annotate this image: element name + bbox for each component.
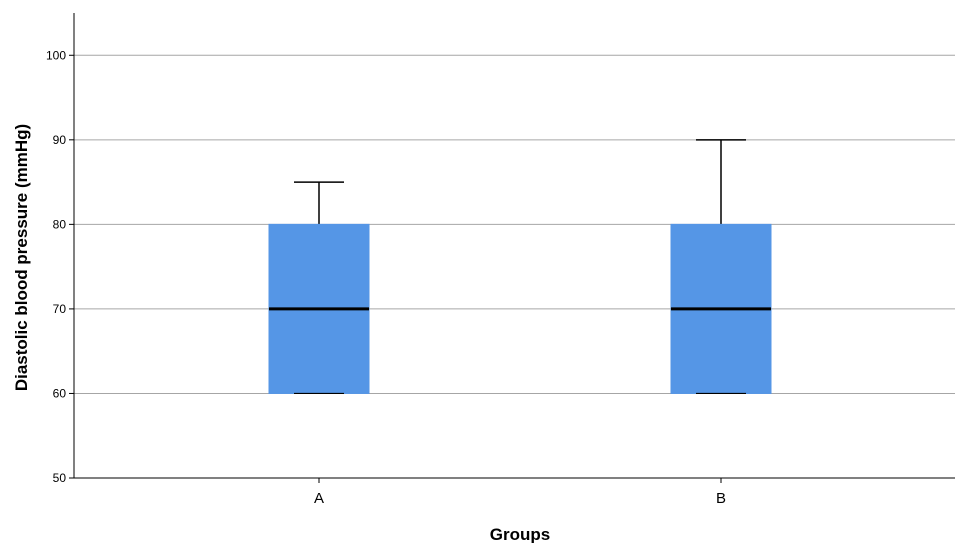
x-category-label: B [716, 490, 726, 507]
y-tick-label: 50 [53, 471, 67, 485]
y-tick-label: 80 [53, 217, 67, 231]
y-tick-label: 70 [53, 302, 67, 316]
y-tick-labels: 50 60 70 80 90 100 [46, 48, 74, 485]
box-B [670, 139, 772, 395]
y-tick-label: 60 [53, 386, 67, 400]
x-axis-title: Groups [490, 525, 550, 543]
y-axis-title: Diastolic blood pressure (mmHg) [12, 124, 31, 391]
x-category-label: A [314, 490, 324, 507]
axes [73, 13, 955, 479]
gridlines [74, 54, 955, 394]
boxes [268, 139, 772, 395]
box-A [268, 181, 370, 395]
y-tick-label: 90 [53, 133, 67, 147]
y-tick-label: 100 [46, 48, 66, 62]
